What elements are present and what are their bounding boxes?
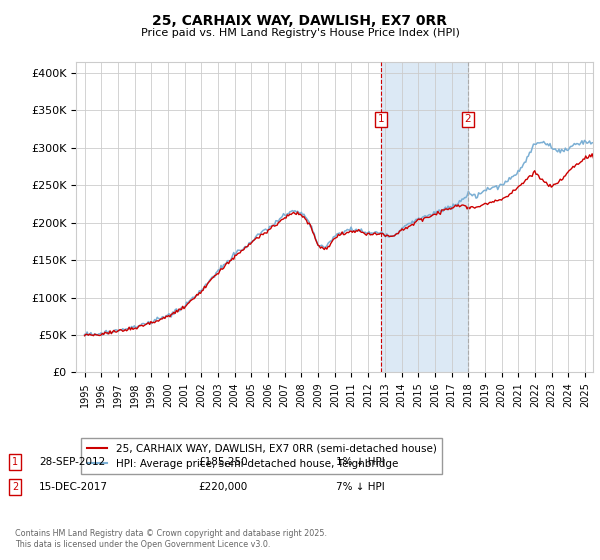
Text: Price paid vs. HM Land Registry's House Price Index (HPI): Price paid vs. HM Land Registry's House … xyxy=(140,28,460,38)
Legend: 25, CARHAIX WAY, DAWLISH, EX7 0RR (semi-detached house), HPI: Average price, sem: 25, CARHAIX WAY, DAWLISH, EX7 0RR (semi-… xyxy=(82,438,442,474)
Text: 2: 2 xyxy=(12,482,18,492)
Text: 1% ↓ HPI: 1% ↓ HPI xyxy=(336,457,385,467)
Text: Contains HM Land Registry data © Crown copyright and database right 2025.
This d: Contains HM Land Registry data © Crown c… xyxy=(15,529,327,549)
Text: 28-SEP-2012: 28-SEP-2012 xyxy=(39,457,105,467)
Text: £220,000: £220,000 xyxy=(198,482,247,492)
Text: 15-DEC-2017: 15-DEC-2017 xyxy=(39,482,108,492)
Bar xyxy=(380,62,467,372)
Text: 1: 1 xyxy=(377,114,384,124)
Text: 2: 2 xyxy=(464,114,471,124)
Text: £185,250: £185,250 xyxy=(198,457,248,467)
Text: 25, CARHAIX WAY, DAWLISH, EX7 0RR: 25, CARHAIX WAY, DAWLISH, EX7 0RR xyxy=(152,14,448,28)
Text: 1: 1 xyxy=(12,457,18,467)
Text: 7% ↓ HPI: 7% ↓ HPI xyxy=(336,482,385,492)
